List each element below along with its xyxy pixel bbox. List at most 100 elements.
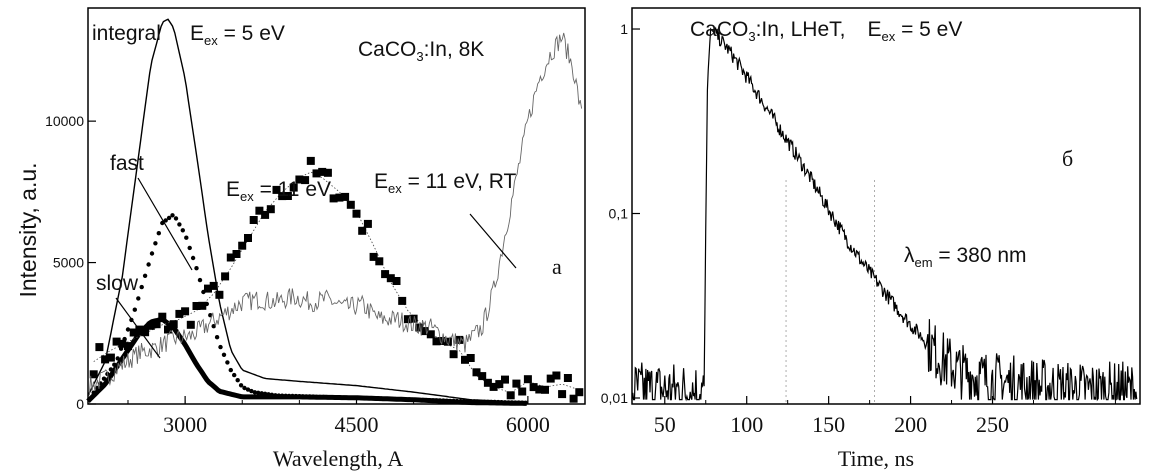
point-fast [142, 273, 148, 278]
point-e11 [289, 183, 298, 192]
point-e11 [192, 302, 201, 310]
panel-b-xlabel: Time, ns [838, 446, 914, 471]
label-slow: slow [96, 272, 139, 295]
point-e11 [152, 320, 161, 329]
point-e11 [449, 350, 458, 359]
y-tick-label: 0,1 [609, 206, 629, 222]
point-e11 [209, 281, 218, 290]
point-fast [187, 245, 192, 251]
y-tick-label: 1 [620, 21, 628, 37]
point-e11 [403, 315, 412, 324]
point-e11 [352, 209, 361, 218]
panel-a-sample-label: CaCO3:In, 8K [358, 38, 484, 64]
label-e5: Eex = 5 eV [190, 22, 285, 48]
point-e11 [489, 382, 498, 391]
series-e11-line [93, 171, 580, 394]
point-e11 [346, 200, 355, 209]
point-e11 [455, 335, 464, 344]
label-e11: Eex = 11 eV [226, 178, 331, 204]
point-e11 [198, 301, 207, 310]
point-e11 [181, 307, 190, 316]
point-fast [245, 387, 251, 392]
point-fast [163, 218, 168, 223]
panel-a-xlabel: Wavelength, A [273, 446, 403, 471]
point-fast [225, 360, 230, 365]
point-e11 [232, 250, 241, 258]
point-e11 [363, 219, 372, 228]
x-tick-label: 200 [894, 412, 927, 437]
point-e11 [101, 355, 110, 364]
point-e11 [329, 194, 338, 203]
point-e11 [129, 328, 138, 337]
point-fast [184, 235, 189, 240]
x-tick-label: 4500 [334, 412, 378, 437]
point-fast [180, 228, 185, 233]
x-tick-label: 6000 [506, 412, 550, 437]
point-e11 [95, 343, 104, 352]
point-e11 [432, 337, 441, 346]
point-e11 [238, 241, 247, 250]
point-e11 [466, 354, 475, 362]
point-e11 [569, 394, 578, 403]
point-e11 [318, 167, 327, 176]
point-fast [228, 367, 233, 373]
point-fast [173, 216, 179, 221]
point-e11 [278, 192, 287, 201]
point-fast [214, 335, 220, 340]
point-e11 [158, 312, 167, 321]
point-e11 [541, 385, 549, 394]
point-e11 [186, 320, 195, 329]
point-fast [252, 390, 257, 395]
point-e11 [124, 342, 132, 351]
point-e11 [358, 226, 367, 235]
point-fast [139, 284, 144, 290]
point-fast [221, 352, 227, 357]
point-e11 [426, 330, 435, 339]
point-e11 [386, 274, 395, 283]
series-rt [87, 32, 583, 396]
point-e11 [461, 355, 469, 364]
arrow-rt [469, 213, 517, 269]
point-e11 [215, 290, 224, 299]
point-fast [170, 213, 175, 218]
point-e11 [535, 385, 544, 394]
point-e11 [118, 339, 127, 348]
x-tick-label: 250 [976, 412, 1009, 437]
pointer-arrows [115, 177, 517, 359]
panel-b-x-ticks: 50 100 150 200 250 [654, 396, 1116, 437]
point-fast [259, 391, 264, 396]
arrow-fast [137, 177, 193, 271]
point-fast [194, 266, 199, 271]
point-e11 [392, 277, 401, 285]
point-fast [256, 390, 261, 395]
point-e11 [255, 206, 264, 215]
point-fast [242, 385, 247, 391]
point-e11 [506, 391, 515, 400]
panel-b-letter: б [1062, 146, 1073, 171]
point-fast [249, 388, 254, 394]
point-e11 [312, 169, 321, 178]
y-tick-label: 10000 [45, 113, 84, 129]
point-e11 [323, 168, 332, 177]
series-integral [87, 18, 527, 403]
point-e11 [472, 368, 481, 377]
point-e11 [335, 193, 344, 202]
point-fast [125, 327, 131, 332]
panel-a-frame [87, 7, 586, 405]
point-e11 [141, 328, 150, 337]
point-e11 [169, 320, 178, 329]
point-fast [232, 372, 237, 378]
point-fast [153, 241, 158, 246]
point-e11 [552, 371, 561, 380]
point-e11 [375, 257, 384, 266]
point-e11 [369, 252, 378, 261]
point-e11 [283, 192, 292, 200]
arrow-slow [115, 297, 161, 359]
point-fast [218, 344, 223, 350]
point-fast [156, 231, 161, 236]
point-e11 [175, 309, 184, 318]
point-fast [136, 296, 141, 301]
point-fast [101, 376, 107, 381]
point-e11 [529, 383, 538, 392]
series-fast [91, 213, 528, 405]
